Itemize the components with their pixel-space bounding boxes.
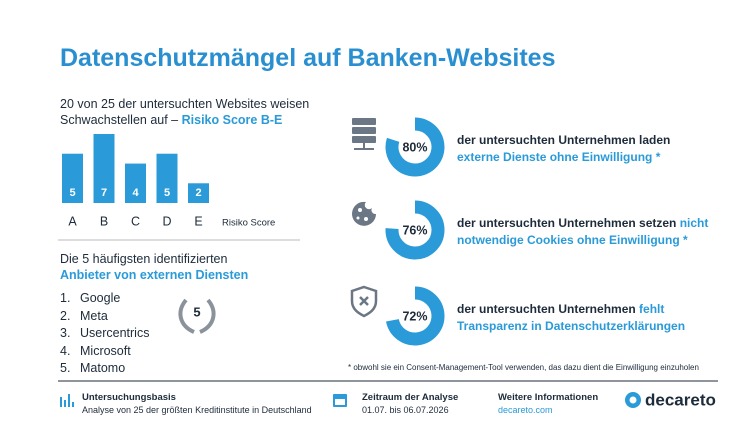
label: Zeitraum der Analyse: [362, 392, 459, 403]
caption-text: der untersuchten Unternehmen: [457, 302, 636, 316]
text: Analyse von 25 der größten Kreditinstitu…: [82, 405, 312, 415]
x-tick-label: B: [100, 214, 108, 228]
donut-label: 72%: [402, 309, 427, 323]
provider-name: Google: [80, 291, 121, 305]
provider-item: 1. Google: [60, 291, 149, 309]
provider-name: Usercentrics: [80, 326, 150, 340]
footer-period: Zeitraum der Analyse 01.07. bis 06.07.202…: [362, 391, 458, 417]
intro-highlight: Risiko Score B-E: [181, 113, 283, 127]
heading-highlight: Anbieter von externen Diensten: [60, 268, 249, 282]
x-tick-label: A: [68, 214, 77, 228]
bar: [188, 183, 209, 203]
bar-value: 4: [132, 187, 139, 199]
provider-number: 4.: [60, 343, 71, 358]
caption-highlight: Transparenz in Datenschutzerklärungen: [457, 319, 686, 333]
provider-name: Meta: [80, 308, 108, 323]
provider-number: 1.: [60, 291, 71, 305]
caption-highlight: fehlt: [639, 302, 665, 316]
provider-number: 2.: [60, 308, 71, 323]
caption-highlight: notwendige Cookies ohne Einwilligung *: [457, 233, 688, 247]
donut-arc: [385, 117, 445, 177]
providers-heading: Die 5 häufigsten identifizierten Anbieter…: [60, 251, 248, 283]
bar: [93, 134, 115, 203]
caption-line: externe Dienste ohne Einwilligung *: [457, 149, 717, 166]
laurel: [178, 298, 216, 334]
provider-name: Matomo: [80, 361, 126, 375]
provider-item: 2. Meta: [60, 309, 149, 327]
cookie-icon: [352, 201, 376, 226]
label: Weitere Informationen: [498, 392, 599, 403]
caption-line: der untersuchten Unternehmen fehlt: [457, 301, 717, 318]
x-tick-label: D: [162, 214, 171, 228]
caption-line: der untersuchten Unternehmen setzen nich…: [457, 215, 717, 232]
donut-arc: [385, 200, 445, 260]
bar: [156, 153, 178, 203]
shield-icon: [350, 285, 378, 318]
provider-number: 3.: [60, 326, 71, 340]
donut-caption: der untersuchten Unternehmen fehlt Transp…: [457, 301, 717, 335]
caption-line: notwendige Cookies ohne Einwilligung *: [457, 232, 717, 249]
heading: Die 5 häufigsten identifizierten: [60, 252, 228, 266]
x-tick-label: E: [194, 214, 202, 228]
donut-caption: der untersuchten Unternehmen laden extern…: [457, 132, 717, 166]
provider-number: 5.: [60, 361, 71, 375]
caption-line: der untersuchten Unternehmen laden: [457, 132, 717, 149]
calendar-icon: [333, 394, 347, 407]
logo-text: decareto: [645, 390, 716, 409]
badge-number: 5: [193, 304, 200, 319]
provider-item: 3. Usercentrics: [60, 326, 149, 344]
footnote: * obwohl sie ein Consent-Management-Tool…: [348, 363, 699, 372]
footer-basis: Untersuchungsbasis Analyse von 25 der grö…: [82, 391, 312, 417]
caption-highlight: externe Dienste ohne Einwilligung *: [457, 150, 661, 164]
intro: 20 von 25 der untersuchten Websites weis…: [60, 96, 310, 128]
bar-icon: [60, 394, 74, 407]
bar-value: 5: [164, 187, 170, 199]
server-icon: [352, 118, 376, 150]
bar-value: 2: [195, 187, 201, 199]
caption-line: Transparenz in Datenschutzerklärungen: [457, 318, 717, 335]
label: Untersuchungsbasis: [82, 392, 176, 403]
x-axis-label: Risiko Score: [222, 218, 275, 229]
caption-text: der untersuchten Unternehmen laden: [457, 133, 671, 147]
provider-item: 4. Microsoft: [60, 344, 149, 362]
caption-highlight: nicht: [679, 216, 709, 230]
bar-value: 5: [69, 187, 75, 199]
donut-arc: [386, 286, 445, 346]
donut-caption: der untersuchten Unternehmen setzen nich…: [457, 215, 717, 249]
intro-text: 20 von 25 der untersuchten Websites weis…: [60, 97, 310, 127]
text: 01.07. bis 06.07.2026: [362, 405, 449, 415]
footer-info: Weitere Informationen decareto.com: [498, 391, 598, 417]
provider-list: 1. Google 2. Meta 3. Usercentrics 4. Microsoft 5…: [60, 291, 149, 379]
bar: [125, 163, 146, 203]
provider-item: 5. Matomo: [60, 361, 149, 379]
bar-value: 7: [101, 187, 107, 199]
donut-label: 76%: [402, 223, 427, 237]
logo-mark: [625, 392, 641, 408]
bar: [62, 153, 83, 203]
caption-text: der untersuchten Unternehmen setzen: [457, 216, 677, 230]
provider-name: Microsoft: [80, 343, 131, 358]
title: Datenschutzmängel auf Banken-Websites: [60, 44, 556, 72]
x-tick-label: C: [131, 214, 140, 228]
link[interactable]: decareto.com: [498, 405, 553, 415]
donut-label: 80%: [402, 140, 427, 154]
